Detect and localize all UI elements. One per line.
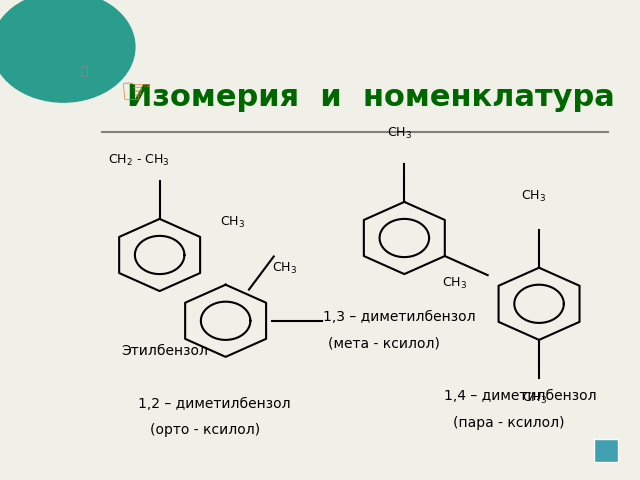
Text: Этилбензол: Этилбензол — [121, 344, 208, 358]
Text: 1,4 – диметилбензол: 1,4 – диметилбензол — [444, 389, 596, 403]
Text: ☞: ☞ — [120, 76, 152, 110]
Circle shape — [0, 0, 135, 102]
Text: CH$_3$: CH$_3$ — [522, 391, 547, 406]
Text: 🔊: 🔊 — [81, 65, 88, 78]
Text: CH$_3$: CH$_3$ — [521, 189, 546, 204]
Text: CH$_3$: CH$_3$ — [442, 276, 467, 291]
Text: CH$_3$: CH$_3$ — [273, 261, 298, 276]
Text: CH$_2$ - CH$_3$: CH$_2$ - CH$_3$ — [109, 153, 170, 168]
Text: CH$_3$: CH$_3$ — [220, 215, 245, 229]
Text: (орто - ксилол): (орто - ксилол) — [150, 423, 260, 437]
Text: (пара - ксилол): (пара - ксилол) — [452, 416, 564, 430]
Text: CH$_3$: CH$_3$ — [387, 126, 412, 141]
Text: 1,3 – диметилбензол: 1,3 – диметилбензол — [323, 310, 476, 324]
Text: Изомерия  и  номенклатура: Изомерия и номенклатура — [127, 84, 615, 112]
FancyBboxPatch shape — [594, 439, 618, 462]
Text: 1,2 – диметилбензол: 1,2 – диметилбензол — [138, 397, 291, 411]
Text: (мета - ксилол): (мета - ксилол) — [328, 336, 440, 350]
